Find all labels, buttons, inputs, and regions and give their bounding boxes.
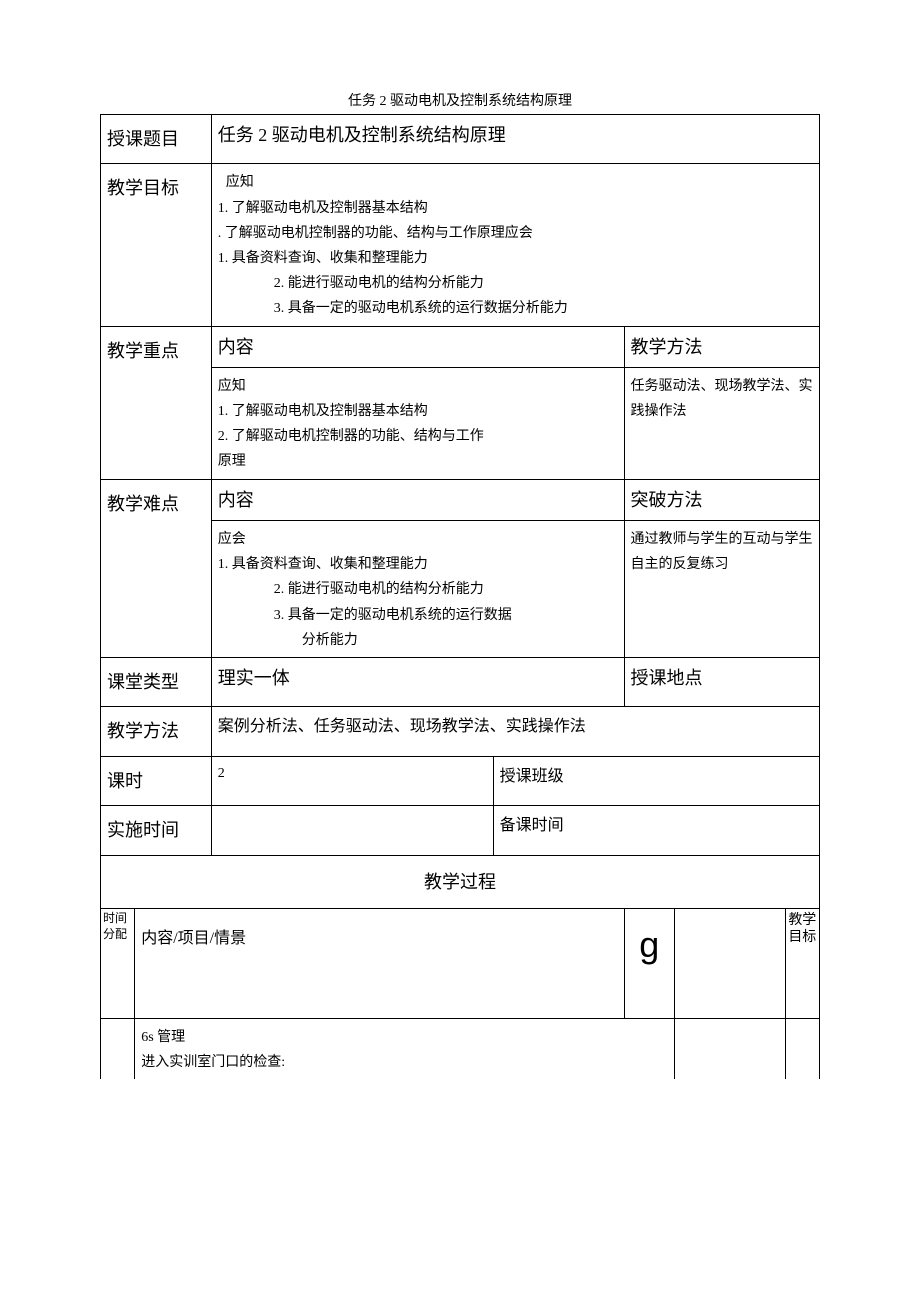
objective-line5: 3. 具备一定的驱动电机系统的运行数据分析能力 (218, 296, 813, 321)
label-prep-time: 备课时间 (493, 806, 819, 855)
section-6s-title: 6s 管理 (141, 1025, 668, 1050)
keypoint-content-header: 内容 (211, 326, 624, 367)
label-classtype: 课堂类型 (101, 657, 212, 706)
keypoint-line3: 原理 (218, 449, 618, 474)
keypoint-line2: 2. 了解驱动电机控制器的功能、结构与工作 (218, 424, 618, 449)
row-classtype: 课堂类型 理实一体 授课地点 (101, 657, 820, 706)
value-hours: 2 (211, 756, 493, 805)
difficulty-method-header: 突破方法 (624, 479, 819, 520)
difficulty-method: 通过教师与学生的互动与学生自主的反复练习 (624, 521, 819, 658)
value-topic: 任务 2 驱动电机及控制系统结构原理 (211, 115, 819, 164)
label-keypoint: 教学重点 (101, 326, 212, 479)
row-keypoint-header: 教学重点 内容 教学方法 (101, 326, 820, 367)
row-objective: 教学目标 应知 1. 了解驱动电机及控制器基本结构 . 了解驱动电机控制器的功能… (101, 164, 820, 326)
page-title: 任务 2 驱动电机及控制系统结构原理 (100, 90, 820, 110)
label-hours: 课时 (101, 756, 212, 805)
difficulty-content: 应会 1. 具备资料查询、收集和整理能力 2. 能进行驱动电机的结构分析能力 3… (211, 521, 624, 658)
objective-line3: 1. 具备资料查询、收集和整理能力 (218, 246, 813, 271)
row-difficulty-header: 教学难点 内容 突破方法 (101, 479, 820, 520)
row-method: 教学方法 案例分析法、任务驱动法、现场教学法、实践操作法 (101, 707, 820, 756)
label-difficulty: 教学难点 (101, 479, 212, 657)
row-process-header: 教学过程 (101, 855, 820, 908)
row-hours: 课时 2 授课班级 (101, 756, 820, 805)
lesson-plan-table: 授课题目 任务 2 驱动电机及控制系统结构原理 教学目标 应知 1. 了解驱动电… (100, 114, 820, 1079)
value-method: 案例分析法、任务驱动法、现场教学法、实践操作法 (211, 707, 819, 756)
difficulty-intro: 应会 (218, 527, 618, 552)
value-classtype: 理实一体 (211, 657, 624, 706)
process-g-symbol: g (624, 908, 674, 1018)
label-topic: 授课题目 (101, 115, 212, 164)
process-header: 教学过程 (101, 855, 820, 908)
section-6s-blank (674, 1018, 785, 1079)
objective-line1: 1. 了解驱动电机及控制器基本结构 (218, 196, 813, 221)
process-goal-col: 教学目标 (785, 908, 819, 1018)
section-6s-content: 6s 管理 进入实训室门口的检查: (135, 1018, 675, 1079)
process-content-header: 内容/项目/情景 (135, 908, 624, 1018)
section-6s-line: 进入实训室门口的检查: (141, 1050, 668, 1075)
section-6s-time (101, 1018, 135, 1079)
row-topic: 授课题目 任务 2 驱动电机及控制系统结构原理 (101, 115, 820, 164)
difficulty-line2: 2. 能进行驱动电机的结构分析能力 (218, 577, 618, 602)
difficulty-content-header: 内容 (211, 479, 624, 520)
difficulty-line4: 分析能力 (218, 628, 618, 653)
objective-line2: . 了解驱动电机控制器的功能、结构与工作原理应会 (218, 221, 813, 246)
row-process-columns: 时间分配 内容/项目/情景 g 教学目标 (101, 908, 820, 1018)
keypoint-method-header: 教学方法 (624, 326, 819, 367)
difficulty-line3: 3. 具备一定的驱动电机系统的运行数据 (218, 603, 618, 628)
row-section-6s: 6s 管理 进入实训室门口的检查: (101, 1018, 820, 1079)
label-location: 授课地点 (624, 657, 819, 706)
row-impl-time: 实施时间 备课时间 (101, 806, 820, 855)
objective-intro: 应知 (218, 170, 813, 195)
value-impl-time (211, 806, 493, 855)
process-time-col: 时间分配 (101, 908, 135, 1018)
keypoint-line1: 1. 了解驱动电机及控制器基本结构 (218, 399, 618, 424)
difficulty-line1: 1. 具备资料查询、收集和整理能力 (218, 552, 618, 577)
value-objective: 应知 1. 了解驱动电机及控制器基本结构 . 了解驱动电机控制器的功能、结构与工… (211, 164, 819, 326)
objective-line4: 2. 能进行驱动电机的结构分析能力 (218, 271, 813, 296)
keypoint-intro: 应知 (218, 374, 618, 399)
keypoint-content: 应知 1. 了解驱动电机及控制器基本结构 2. 了解驱动电机控制器的功能、结构与… (211, 367, 624, 479)
label-class: 授课班级 (493, 756, 819, 805)
section-6s-goal (785, 1018, 819, 1079)
keypoint-method: 任务驱动法、现场教学法、实践操作法 (624, 367, 819, 479)
label-objective: 教学目标 (101, 164, 212, 326)
label-impl-time: 实施时间 (101, 806, 212, 855)
label-method: 教学方法 (101, 707, 212, 756)
process-blank-col (674, 908, 785, 1018)
